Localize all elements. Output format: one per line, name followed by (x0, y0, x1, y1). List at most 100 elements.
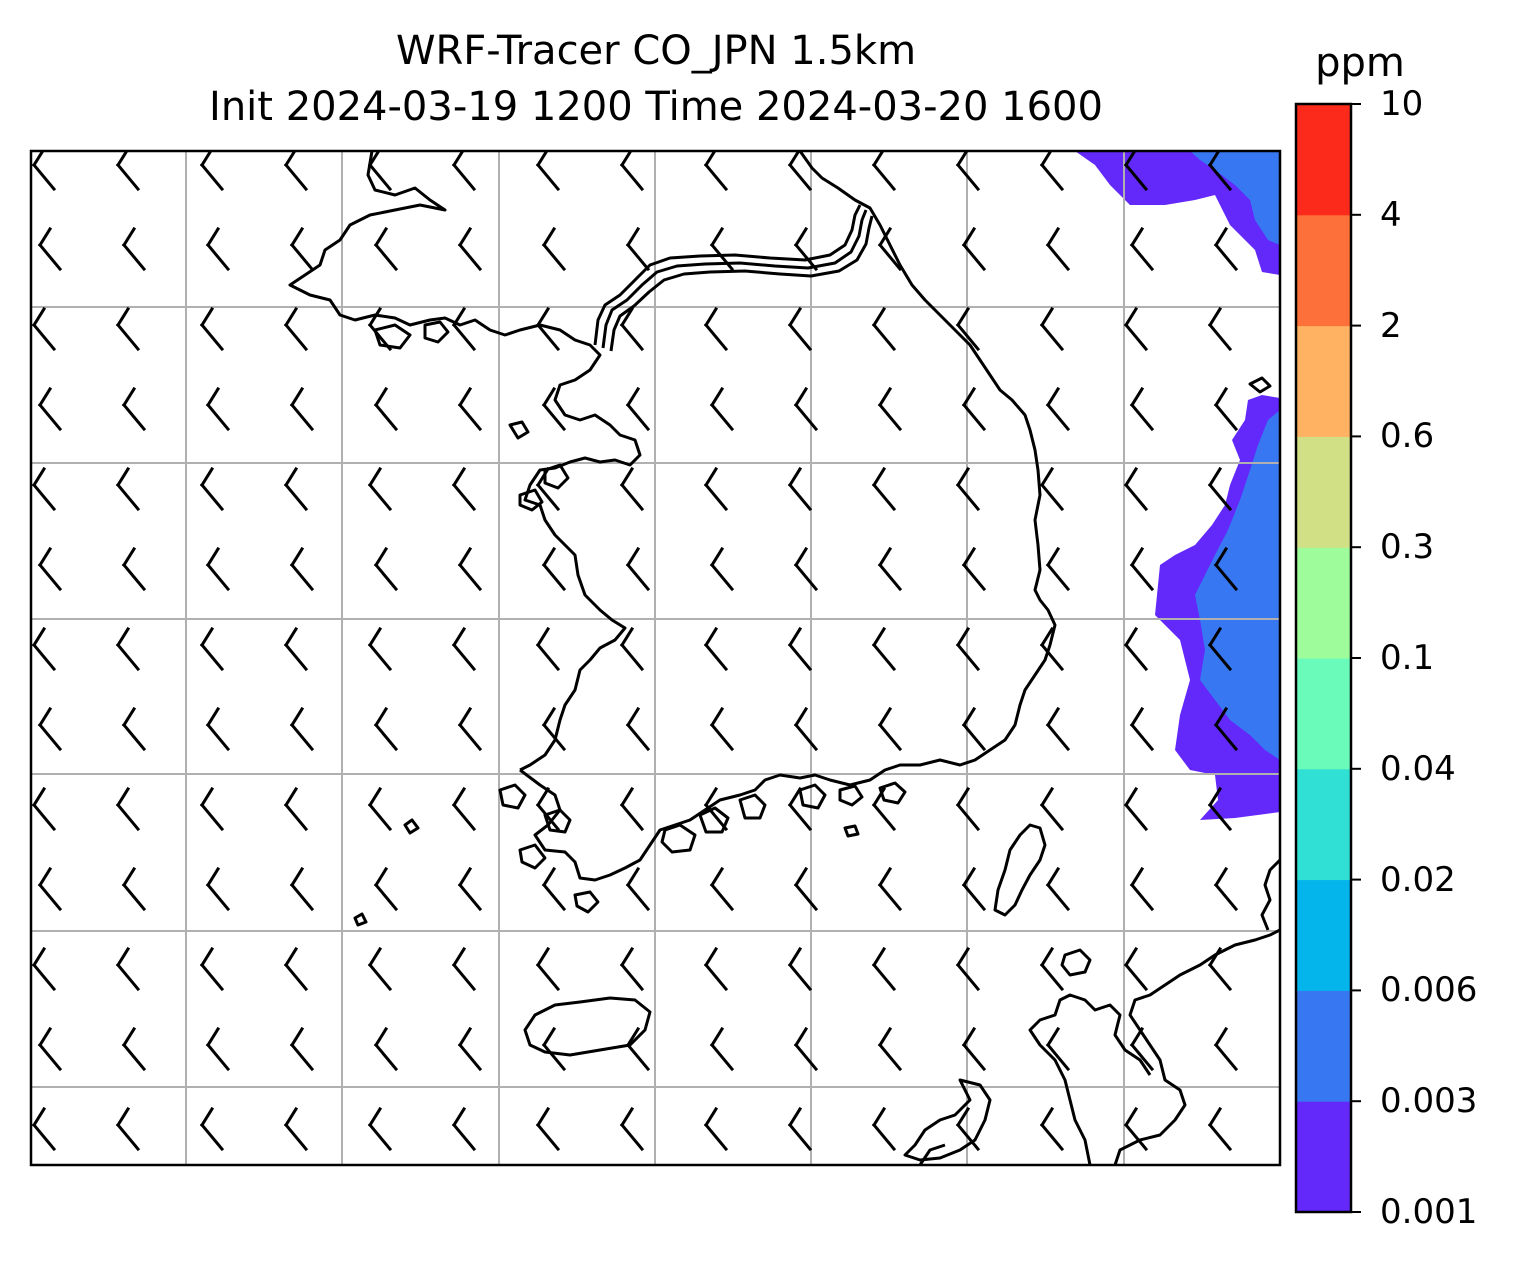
colorbar-tick-label: 4 (1380, 194, 1402, 235)
wind-barb-staff (205, 722, 231, 752)
wind-barb-staff (367, 1122, 393, 1152)
wind-barb-staff (373, 722, 399, 752)
wind-barb-staff (31, 802, 57, 832)
wind-barb-flag (625, 226, 641, 248)
wind-barb-staff (787, 322, 813, 352)
wind-barb-flag (37, 226, 53, 248)
wind-barb-flag (877, 866, 893, 888)
wind-barb-flag (541, 386, 557, 408)
wind-barb-flag (877, 1026, 893, 1048)
wind-barb-staff (871, 322, 897, 352)
wind-barb-flag (1213, 546, 1229, 568)
wind-barb-staff (31, 1122, 57, 1152)
wind-barb-staff (1039, 482, 1065, 512)
goto-islands (903, 1078, 992, 1162)
wind-barb-staff (535, 1122, 561, 1152)
plot-frame (29, 149, 1282, 1167)
wind-barb-staff (1039, 162, 1065, 192)
wind-barb-flag (205, 226, 221, 248)
wind-barb-flag (205, 386, 221, 408)
wind-barb-flag (373, 546, 389, 568)
wind-barb-staff (787, 642, 813, 672)
wind-barb-flag (961, 546, 977, 568)
wind-barb-flag (709, 386, 725, 408)
wind-barb-flag (703, 306, 719, 328)
wind-barb-flag (457, 546, 473, 568)
wind-barb-flag (199, 306, 215, 328)
wind-barb-flag (871, 306, 887, 328)
wind-barb-staff (367, 642, 393, 672)
iki-island (1060, 948, 1092, 977)
wind-barb-staff (121, 562, 147, 592)
wind-barb-staff (457, 1042, 483, 1072)
wind-barb-flag (961, 226, 977, 248)
sw-islands-2 (543, 808, 572, 834)
wind-barb-flag (877, 386, 893, 408)
wind-barb-staff (961, 882, 987, 912)
wind-barb-staff (955, 322, 981, 352)
wind-barb-flag (961, 706, 977, 728)
wind-barb-flag (283, 306, 299, 328)
wind-barb-flag (289, 546, 305, 568)
wind-barb-staff (205, 402, 231, 432)
wind-barb-flag (31, 466, 47, 488)
wind-barb-staff (961, 722, 987, 752)
wind-barb-staff (1207, 962, 1233, 992)
wind-barb-staff (703, 802, 729, 832)
wind-barb-flag (451, 786, 467, 808)
wind-barb-staff (535, 482, 561, 512)
wind-barb-staff (451, 642, 477, 672)
wind-barb-flag (367, 786, 383, 808)
wind-barb-flag (1039, 786, 1055, 808)
wind-barb-staff (1213, 242, 1239, 272)
wind-barb-flag (619, 306, 635, 328)
wind-barb-flag (283, 626, 299, 648)
korea-west-coast (288, 151, 642, 772)
wind-barb-flag (1045, 866, 1061, 888)
wind-barb-staff (703, 162, 729, 192)
wind-barb-staff (1129, 562, 1155, 592)
wind-barb-staff (1207, 802, 1233, 832)
wind-barb-flag (283, 786, 299, 808)
wind-barb-flag (1123, 1106, 1139, 1128)
small-island-b (403, 818, 420, 835)
wind-barb-flag (541, 546, 557, 568)
wind-barb-staff (625, 242, 651, 272)
wind-barb-staff (793, 1042, 819, 1072)
wind-barb-staff (31, 162, 57, 192)
wind-barb-staff (121, 882, 147, 912)
wind-barb-flag (625, 386, 641, 408)
wind-barb-staff (787, 802, 813, 832)
wind-barb-staff (541, 882, 567, 912)
wind-barb-staff (793, 402, 819, 432)
wind-barb-staff (703, 962, 729, 992)
wind-barb-staff (1045, 562, 1071, 592)
west-coast-islands (373, 320, 570, 512)
wind-barb-flag (1129, 866, 1145, 888)
wind-barb-flag (709, 546, 725, 568)
wind-barb-staff (205, 242, 231, 272)
small-island-d (1248, 376, 1272, 394)
colorbar-ticks (1351, 103, 1361, 1213)
wind-barb-staff (877, 1042, 903, 1072)
wind-barb-flag (541, 866, 557, 888)
wind-barb-flag (871, 1106, 887, 1128)
wind-barb-staff (1123, 1122, 1149, 1152)
colorbar-tick-label: 10 (1380, 84, 1424, 124)
japan-west-islands (1028, 993, 1152, 1165)
colorbar-tick-label: 0.1 (1380, 638, 1435, 678)
gridlines (31, 151, 1280, 1165)
wind-barb-flag (115, 626, 131, 648)
wind-barb-staff (31, 642, 57, 672)
wind-barb-staff (625, 722, 651, 752)
wind-barb-flag (619, 1106, 635, 1128)
wind-barb-flag (619, 466, 635, 488)
wind-barb-staff (37, 402, 63, 432)
wind-barb-staff (451, 802, 477, 832)
tracer-area-north (1075, 151, 1280, 275)
tsushima-island (993, 823, 1047, 917)
wind-barb-flag (703, 946, 719, 968)
wind-barb-flag (1207, 306, 1223, 328)
wind-barb-staff (373, 882, 399, 912)
wind-barb-flag (1129, 1026, 1145, 1048)
